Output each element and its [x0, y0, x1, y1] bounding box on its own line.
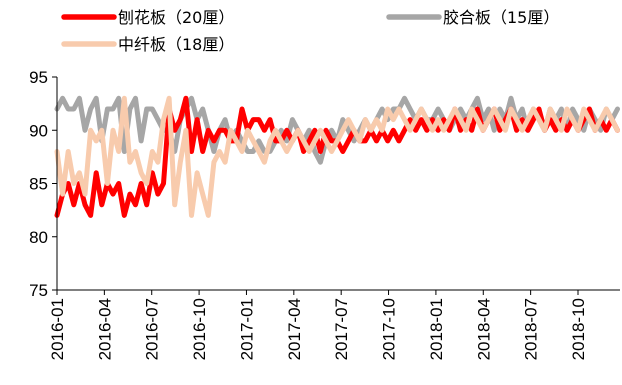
- x-tick-label: 2017-07: [332, 298, 351, 360]
- y-tick-label: 90: [29, 121, 48, 140]
- x-tick-label: 2018-10: [569, 298, 588, 360]
- legend-label-series-3: 中纤板（18厘）: [118, 35, 234, 54]
- x-tick-label: 2016-07: [143, 298, 162, 360]
- x-tick-label: 2017-04: [285, 298, 304, 360]
- x-tick-label: 2016-04: [95, 298, 114, 360]
- x-tick-label: 2018-01: [427, 298, 446, 360]
- y-tick-label: 85: [29, 175, 48, 194]
- legend-label-series-2: 胶合板（15厘）: [443, 8, 559, 27]
- plot-area: [54, 95, 620, 218]
- series-line-3: [54, 95, 620, 218]
- y-tick-label: 95: [29, 68, 48, 87]
- x-tick-label: 2018-07: [522, 298, 541, 360]
- legend-item-series-1: 刨花板（20厘）: [61, 8, 234, 27]
- legend: 刨花板（20厘） 胶合板（15厘） 中纤板（18厘）: [61, 8, 559, 54]
- x-tick-label: 2018-04: [474, 298, 493, 360]
- x-tick-label: 2017-10: [380, 298, 399, 360]
- legend-label-series-1: 刨花板（20厘）: [118, 8, 234, 27]
- x-tick-label: 2016-10: [190, 298, 209, 360]
- series-line-1: [54, 95, 620, 218]
- x-tick-label: 2016-01: [48, 298, 67, 360]
- legend-item-series-2: 胶合板（15厘）: [386, 8, 559, 27]
- y-tick-label: 75: [29, 281, 48, 300]
- x-tick-label: 2017-01: [237, 298, 256, 360]
- legend-item-series-3: 中纤板（18厘）: [61, 35, 234, 54]
- y-tick-label: 80: [29, 228, 48, 247]
- axes: 75 80 85 90 95 2016-01 2016-04 2016-07 2016-10 20…: [29, 68, 620, 360]
